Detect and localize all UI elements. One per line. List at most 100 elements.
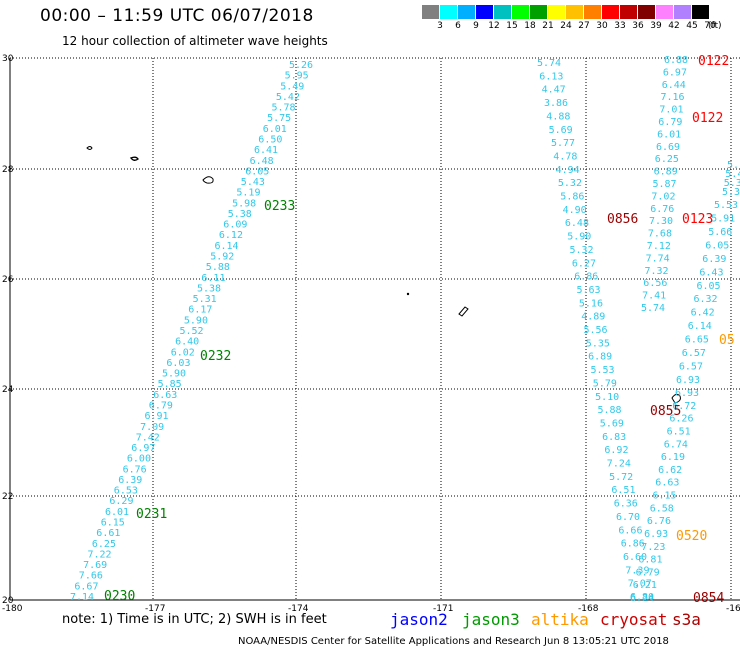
swh-value: 5.53: [714, 200, 738, 211]
swh-value: 6.69: [656, 142, 680, 153]
swh-value: 4.90: [563, 205, 587, 216]
swh-value: 7.22: [88, 549, 112, 560]
swh-value: 6.01: [657, 129, 681, 140]
swh-value: 5.4: [725, 169, 740, 180]
swh-value: 6.51: [611, 485, 635, 496]
swh-value: 7.12: [647, 241, 671, 252]
swh-value: 6.65: [685, 335, 709, 346]
legend-label: 36: [632, 21, 644, 31]
swh-value: 5.72: [609, 472, 633, 483]
swh-value: 6.97: [663, 67, 687, 78]
legend-swatch: [476, 5, 494, 19]
swh-value: 6.36: [614, 499, 638, 510]
swh-value: 6.76: [647, 516, 671, 527]
swh-value: 6.72: [672, 401, 696, 412]
legend-swatch: [494, 5, 512, 19]
legend-swatch: [458, 5, 476, 19]
swh-value: 7.02: [651, 191, 675, 202]
satellite-label-s3a: s3a: [672, 610, 701, 629]
legend-swatch: [548, 5, 566, 19]
swh-value: 6.86: [574, 272, 598, 283]
swh-value: 6.76: [650, 204, 674, 215]
swh-value: 6.53: [114, 486, 138, 497]
legend-label: 33: [614, 21, 626, 31]
swh-value: 6.12: [219, 230, 243, 241]
pass-time-jason3: 0231: [136, 507, 167, 522]
swh-value: 6.83: [602, 432, 626, 443]
swh-value: 6.41: [254, 145, 278, 156]
lat-tick-label: 30: [2, 54, 14, 64]
swh-value: 6.63: [153, 390, 177, 401]
swh-value: 6.58: [650, 503, 674, 514]
swh-value: 6.66: [618, 525, 642, 536]
legend-swatch: [512, 5, 530, 19]
swh-value: 5.33: [722, 187, 740, 198]
swh-value: 5.79: [593, 378, 617, 389]
footer-note: note: 1) Time is in UTC; 2) SWH is in fe…: [62, 612, 327, 627]
swh-value: 5.66: [708, 227, 732, 238]
swh-value: 5.74: [641, 303, 665, 314]
swh-value: 6.67: [74, 581, 98, 592]
swh-value: 6.00: [127, 454, 151, 465]
swh-value: 6.43: [699, 267, 723, 278]
swh-value: 5.32: [570, 245, 594, 256]
lon-tick-label: -177: [145, 604, 165, 614]
swh-value: 6.17: [188, 305, 212, 316]
swh-value: 6.63: [655, 478, 679, 489]
swh-value: 6.25: [655, 154, 679, 165]
legend-label: 21: [542, 21, 554, 31]
swh-value: 6.93: [675, 388, 699, 399]
legend-swatch: [422, 5, 440, 19]
swh-value: 6.79: [636, 567, 660, 578]
swh-value: 5.98: [232, 198, 256, 209]
swh-value: 6.60: [623, 552, 647, 563]
page-subtitle: 12 hour collection of altimeter wave hei…: [62, 34, 328, 48]
swh-value: 6.93: [644, 529, 668, 540]
swh-value: 5.19: [236, 188, 260, 199]
legend-label: 70: [704, 21, 716, 31]
lat-tick-label: 20: [2, 596, 14, 606]
swh-value: 6.89: [654, 167, 678, 178]
legend-swatch: [638, 5, 656, 19]
lon-tick-label: -16: [726, 604, 740, 614]
legend-label: 6: [455, 21, 461, 31]
swh-value: 6.80: [630, 592, 654, 603]
swh-value: 6.81: [638, 555, 662, 566]
swh-value: 5.31: [193, 294, 217, 305]
swh-value: 5.16: [579, 298, 603, 309]
swh-value: 7.39: [625, 565, 649, 576]
swh-value: 5.56: [584, 325, 608, 336]
swh-value: 7.41: [642, 291, 666, 302]
swh-value: 5.38: [197, 283, 221, 294]
swh-value: 6.61: [96, 528, 120, 539]
legend-swatch: [530, 5, 548, 19]
swh-value: 6.88: [664, 55, 688, 66]
swh-value: 6.57: [682, 348, 706, 359]
legend-label: 15: [506, 21, 518, 31]
swh-value: 6.05: [245, 166, 269, 177]
swh-value: 6.48: [565, 218, 589, 229]
swh-value: 5.32: [558, 178, 582, 189]
pass-time-s3a: 0122: [692, 111, 723, 126]
swh-value: 6.39: [702, 254, 726, 265]
swh-value: 6.93: [676, 375, 700, 386]
swh-value: 7.32: [645, 266, 669, 277]
swh-value: 5.86: [560, 192, 584, 203]
swh-value: 6.57: [679, 362, 703, 373]
swh-value: 7.69: [83, 560, 107, 571]
lon-tick-label: -168: [578, 604, 599, 614]
swh-value: 5.36: [724, 178, 740, 189]
swh-value: 5.49: [280, 81, 304, 92]
swh-value: 5.: [727, 160, 739, 171]
swh-value: 5.52: [180, 326, 204, 337]
swh-value: 5.53: [591, 365, 615, 376]
legend-swatch: [602, 5, 620, 19]
legend-label: 27: [578, 21, 590, 31]
axis-labels: -180 -177 -174 -171 -168 -16 30 28 26 24 22 20: [2, 54, 740, 614]
swh-value: 5.85: [158, 379, 182, 390]
pass-time-cryosat: 0856: [607, 212, 638, 227]
lon-tick-label: -171: [433, 604, 453, 614]
swh-value: 5.92: [210, 252, 234, 263]
satellite-tracks: 5.265.955.495.425.785.756.016.506.416.48…: [70, 55, 740, 604]
